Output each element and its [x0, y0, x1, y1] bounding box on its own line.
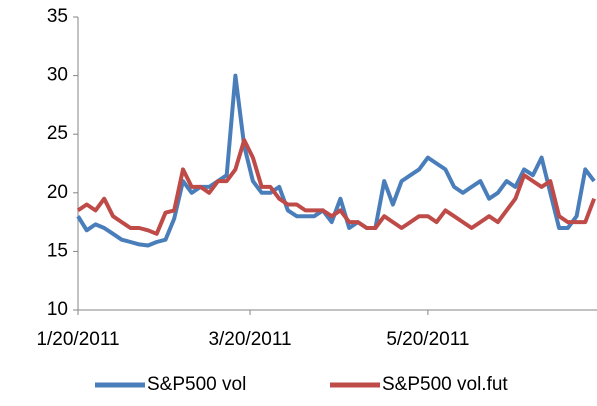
x-tick-label: 5/20/2011	[386, 329, 469, 350]
legend-label: S&P500 vol	[147, 374, 246, 395]
x-tick-label: 3/20/2011	[208, 329, 291, 350]
x-tick-label: 1/20/2011	[36, 329, 119, 350]
y-tick-label: 15	[47, 240, 68, 261]
y-tick-label: 25	[47, 123, 68, 144]
series-line	[76, 138, 596, 236]
y-tick-label: 30	[47, 65, 68, 86]
series-line	[76, 73, 596, 248]
y-tick-label: 35	[47, 6, 68, 27]
legend-label: S&P500 vol.fut	[382, 374, 508, 395]
y-tick-label: 20	[47, 182, 68, 203]
y-tick-label: 10	[47, 299, 68, 320]
